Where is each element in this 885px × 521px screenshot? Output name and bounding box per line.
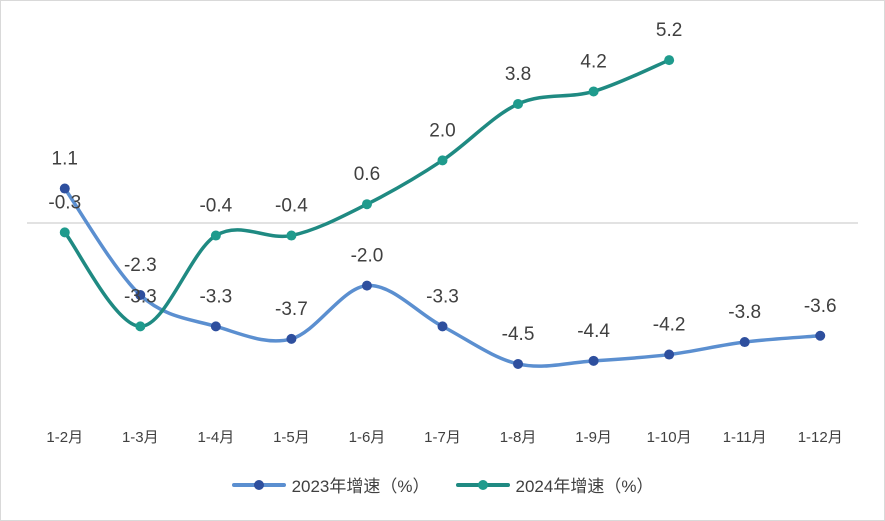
legend-line-marker-icon	[455, 476, 510, 494]
series-line-2	[63, 58, 671, 329]
series-2-point	[135, 321, 146, 332]
series-2-data-label: -0.4	[275, 196, 308, 217]
legend-item-1: 2023年增速（%）	[231, 472, 430, 497]
series-1-data-label: -3.7	[275, 299, 308, 320]
series-1-data-label: -4.5	[502, 324, 535, 345]
series-1-data-label: -4.2	[653, 315, 686, 336]
series-1-data-label: -3.3	[199, 286, 232, 307]
series-2-data-label: 3.8	[505, 64, 531, 85]
series-1-point	[361, 280, 372, 291]
series-2-point	[361, 199, 372, 210]
x-tick-label: 1-2月	[46, 429, 83, 446]
legend-item-2: 2024年增速（%）	[455, 472, 654, 497]
series-2-point	[59, 227, 70, 238]
series-2-data-label: 4.2	[580, 51, 606, 72]
series-1-point	[286, 333, 297, 344]
series-1-point	[664, 349, 675, 360]
x-tick-label: 1-5月	[273, 429, 310, 446]
series-2-data-label: -0.4	[199, 196, 232, 217]
series-2-data-label: -3.3	[124, 286, 157, 307]
series-1-point	[588, 355, 599, 366]
x-tick-label: 1-4月	[198, 429, 235, 446]
series-2-point	[588, 86, 599, 97]
series-1-data-label: -3.6	[804, 296, 837, 317]
series-1-data-label: -3.3	[426, 286, 459, 307]
series-1-point	[135, 290, 146, 301]
legend-line-marker-icon	[231, 476, 286, 494]
x-tick-label: 1-7月	[424, 429, 461, 446]
series-2-data-label: 5.2	[656, 20, 682, 41]
series-2-point	[210, 230, 221, 241]
x-tick-label: 1-11月	[723, 429, 767, 446]
x-tick-label: 1-12月	[798, 429, 843, 446]
series-1-data-label: -2.0	[351, 246, 384, 267]
series-1-point	[739, 337, 750, 348]
series-2-data-label: 0.6	[354, 164, 380, 185]
series-1-point	[210, 321, 221, 332]
x-tick-label: 1-9月	[575, 429, 612, 446]
series-2-point	[286, 230, 297, 241]
x-tick-label: 1-8月	[500, 429, 537, 446]
series-2-data-label: -0.3	[48, 192, 81, 213]
series-1-point	[815, 330, 826, 341]
x-tick-label: 1-3月	[122, 429, 159, 446]
legend-label: 2023年增速（%）	[291, 477, 430, 496]
series-1-data-label: -3.8	[728, 302, 761, 323]
legend: 2023年增速（%） 2024年增速（%）	[0, 472, 885, 497]
series-1-point	[437, 321, 448, 332]
series-2-point	[664, 55, 675, 66]
series-2-data-label: 2.0	[429, 120, 455, 141]
series-1-point	[513, 358, 524, 369]
x-tick-label: 1-10月	[647, 429, 692, 446]
series-1-data-label: 1.1	[52, 149, 78, 170]
x-tick-label: 1-6月	[349, 429, 386, 446]
series-1-point	[59, 183, 70, 194]
series-2-point	[513, 98, 524, 109]
legend-label: 2024年增速（%）	[515, 477, 654, 496]
series-1-data-label: -4.4	[577, 321, 610, 342]
series-line-1	[63, 186, 822, 368]
series-2-point	[437, 155, 448, 166]
series-1-data-label: -2.3	[124, 255, 157, 276]
